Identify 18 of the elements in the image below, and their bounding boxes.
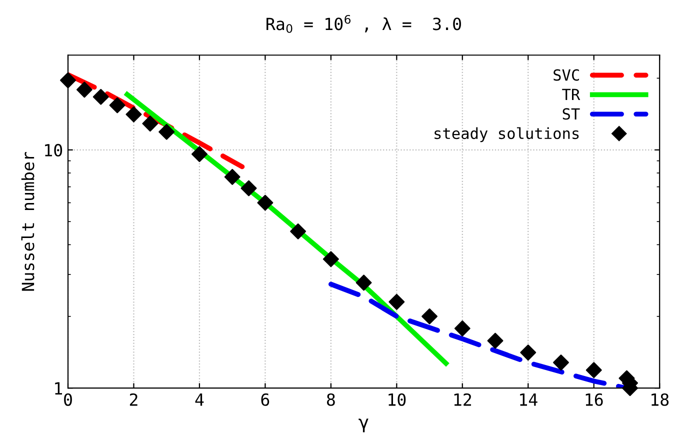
y-tick-label: 1 bbox=[55, 382, 62, 394]
x-tick-label: 12 bbox=[454, 393, 472, 406]
legend-label: steady solutions bbox=[434, 127, 579, 142]
x-tick-label: 0 bbox=[64, 393, 72, 406]
x-tick-label: 2 bbox=[130, 393, 138, 406]
x-tick-label: 8 bbox=[326, 393, 335, 406]
x-tick-label: 4 bbox=[195, 394, 204, 406]
x-tick-label: 14 bbox=[520, 394, 538, 406]
x-tick-label: 6 bbox=[261, 393, 270, 406]
legend-label: TR bbox=[562, 88, 580, 100]
legend-label: SVC bbox=[554, 69, 579, 81]
x-tick-label: 16 bbox=[586, 393, 603, 406]
chart-title: Ra$_{0}$ = 10$^{6}$ , λ = 3.0 bbox=[266, 14, 461, 33]
x-tick-label: 18 bbox=[652, 393, 669, 406]
x-axis-title: γ bbox=[358, 418, 368, 432]
x-tick-label: 10 bbox=[388, 393, 406, 406]
y-axis-title: Nusselt number bbox=[21, 152, 34, 291]
legend-label: ST bbox=[562, 108, 580, 120]
